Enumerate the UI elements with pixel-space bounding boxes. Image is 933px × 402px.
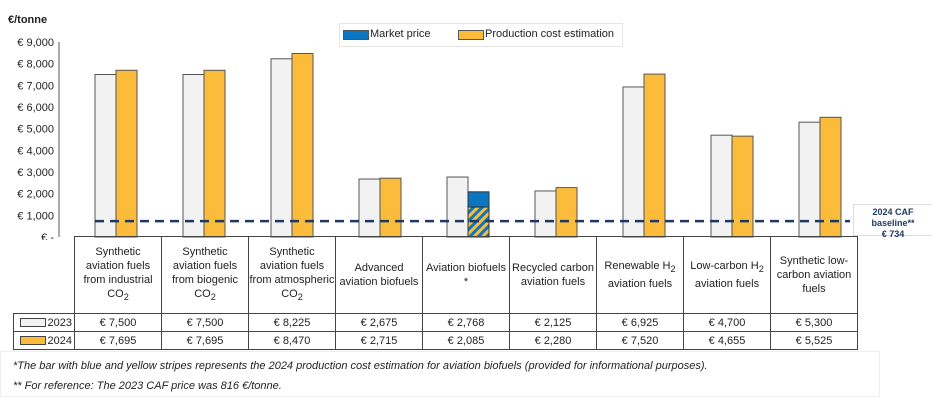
data-table: Synthetic aviation fuels from industrial… bbox=[13, 236, 858, 350]
category-header: Aviation biofuels * bbox=[422, 236, 510, 314]
category-header: Synthetic aviation fuels from industrial… bbox=[74, 236, 162, 314]
category-label-part: Synthetic aviation fuels from atmospheri… bbox=[249, 246, 335, 301]
series-name: 2024 bbox=[47, 334, 72, 347]
category-label-part: Synthetic low-carbon aviation fuels bbox=[776, 255, 852, 295]
value-cell: € 7,500 bbox=[74, 313, 162, 332]
value-cell: € 7,695 bbox=[74, 331, 162, 350]
y-tick-label: € 1,000 bbox=[17, 210, 54, 222]
table-corner bbox=[14, 237, 75, 314]
category-label-part: Low-carbon H bbox=[690, 260, 759, 273]
bar-2023 bbox=[622, 86, 645, 238]
plot-area: € - € 1,000 € 2,000 € 3,000 € 4,000 € 5,000 € … bbox=[17, 37, 850, 240]
value-cell: € 2,675 bbox=[335, 313, 423, 332]
category-header: Renewable H2 aviation fuels bbox=[596, 236, 684, 314]
legend-swatch-production bbox=[458, 30, 484, 40]
series-label-2024: 2024 bbox=[13, 331, 75, 350]
category-label-part: 2 bbox=[210, 292, 216, 303]
bar-2024 bbox=[203, 69, 226, 238]
value-cell: € 4,655 bbox=[683, 331, 771, 350]
y-tick-label: € 4,000 bbox=[17, 145, 54, 157]
bar-2024 bbox=[379, 177, 402, 238]
category-header: Synthetic aviation fuels from atmospheri… bbox=[248, 236, 336, 314]
category-label-part: Synthetic aviation fuels from biogenic C… bbox=[171, 246, 239, 301]
legend: Market price Production cost estimation bbox=[339, 23, 623, 47]
y-tick-label: € 8,000 bbox=[17, 59, 54, 71]
y-tick-label: € 9,000 bbox=[17, 37, 54, 49]
bar-2024 bbox=[115, 69, 138, 238]
category-label-part: Renewable H bbox=[604, 260, 671, 273]
value-cell: € 7,695 bbox=[161, 331, 249, 350]
y-tick-label: € 5,000 bbox=[17, 124, 54, 136]
bar-2024 bbox=[643, 73, 666, 238]
y-tick-label: € - bbox=[41, 232, 54, 240]
category-header: Synthetic aviation fuels from biogenic C… bbox=[161, 236, 249, 314]
bar-2023 bbox=[182, 74, 205, 238]
category-label-part: 2 bbox=[123, 292, 129, 303]
footnotes: *The bar with blue and yellow stripes re… bbox=[0, 351, 880, 397]
baseline-label-line: baseline** bbox=[871, 218, 915, 228]
series-label-2023: 2023 bbox=[13, 313, 75, 332]
legend-label-market: Market price bbox=[370, 28, 431, 40]
footnote-1: *The bar with blue and yellow stripes re… bbox=[13, 360, 708, 372]
value-cell: € 2,280 bbox=[509, 331, 597, 350]
category-label-part: 2 bbox=[758, 264, 764, 275]
y-tick-label: € 2,000 bbox=[17, 189, 54, 201]
value-cell: € 5,525 bbox=[770, 331, 858, 350]
value-cell: € 2,768 bbox=[422, 313, 510, 332]
bar-2023 bbox=[94, 74, 117, 238]
footnote-2: ** For reference: The 2023 CAF price was… bbox=[13, 380, 282, 392]
category-label-part: Synthetic aviation fuels from industrial… bbox=[83, 246, 153, 301]
bar-2023 bbox=[798, 121, 821, 238]
baseline-label: 2024 CAF baseline** € 734 bbox=[853, 204, 932, 239]
y-tick-label: € 7,000 bbox=[17, 80, 54, 92]
legend-swatch-market bbox=[343, 30, 369, 40]
legend-label-production: Production cost estimation bbox=[485, 28, 615, 40]
category-label-part: 2 bbox=[670, 264, 676, 275]
category-label-part: 2 bbox=[297, 292, 303, 303]
value-cell: € 4,700 bbox=[683, 313, 771, 332]
baseline-label-line: € 734 bbox=[881, 229, 905, 239]
category-label-part: aviation fuels bbox=[694, 277, 760, 290]
category-header: Low-carbon H2 aviation fuels bbox=[683, 236, 771, 314]
series-name: 2023 bbox=[47, 316, 72, 329]
category-header: Synthetic low-carbon aviation fuels bbox=[770, 236, 858, 314]
category-label-part: aviation fuels bbox=[607, 277, 673, 290]
value-cell: € 2,715 bbox=[335, 331, 423, 350]
category-label-part: Recycled carbon aviation fuels bbox=[512, 262, 594, 288]
baseline-label-line: 2024 CAF bbox=[872, 207, 914, 217]
value-cell: € 2,125 bbox=[509, 313, 597, 332]
bar-2023 bbox=[534, 190, 557, 238]
swatch-2023 bbox=[19, 318, 46, 328]
bar-2023 bbox=[446, 176, 469, 238]
value-cell: € 8,470 bbox=[248, 331, 336, 350]
value-cell: € 8,225 bbox=[248, 313, 336, 332]
category-header: Recycled carbon aviation fuels bbox=[509, 236, 597, 314]
bar-2023 bbox=[358, 178, 381, 238]
bar-2024-market-price bbox=[467, 191, 490, 208]
category-label-part: Aviation biofuels * bbox=[426, 262, 506, 288]
value-cell: € 7,520 bbox=[596, 331, 684, 350]
y-axis-unit: €/tonne bbox=[8, 14, 48, 26]
value-cell: € 7,500 bbox=[161, 313, 249, 332]
bar-2023 bbox=[270, 58, 293, 238]
y-tick-label: € 3,000 bbox=[17, 167, 54, 179]
swatch-2024 bbox=[19, 336, 46, 346]
value-cell: € 5,300 bbox=[770, 313, 858, 332]
category-header: Advanced aviation biofuels bbox=[335, 236, 423, 314]
value-cell: € 2,085 bbox=[422, 331, 510, 350]
bar-2024 bbox=[291, 52, 314, 238]
bar-2024 bbox=[555, 187, 578, 238]
value-cell: € 6,925 bbox=[596, 313, 684, 332]
y-tick-label: € 6,000 bbox=[17, 102, 54, 114]
bar-2024 bbox=[819, 116, 842, 238]
category-label-part: Advanced aviation biofuels bbox=[339, 262, 419, 288]
